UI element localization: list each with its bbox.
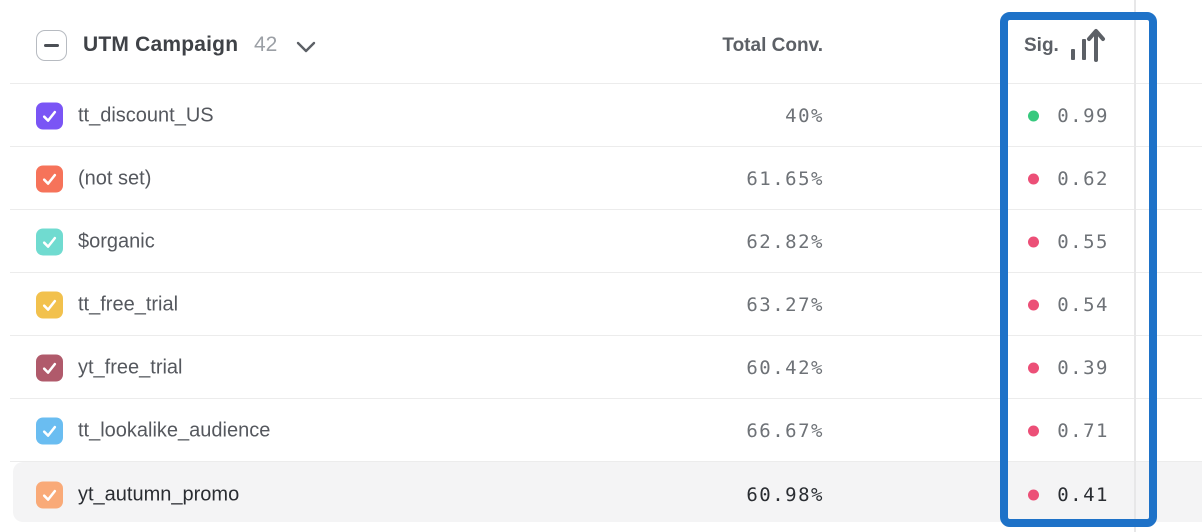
- significance-dot-icon: [1028, 173, 1039, 184]
- significance-value: 0.62: [1057, 167, 1109, 190]
- row-checkbox[interactable]: [36, 417, 63, 444]
- significance-dot-icon: [1028, 362, 1039, 373]
- total-conv-value: 66.67%: [746, 419, 824, 442]
- row-checkbox[interactable]: [36, 228, 63, 255]
- table-row[interactable]: tt_free_trial 63.27% 0.54: [0, 273, 1202, 336]
- checkmark-icon: [42, 236, 57, 248]
- campaign-label: tt_discount_US: [78, 104, 214, 126]
- significance-value: 0.71: [1057, 419, 1109, 442]
- campaign-label: yt_free_trial: [78, 356, 183, 378]
- table-row[interactable]: yt_autumn_promo 60.98% 0.41: [0, 462, 1202, 527]
- campaign-label: yt_autumn_promo: [78, 483, 240, 505]
- significance-dot-icon: [1028, 489, 1039, 500]
- row-checkbox[interactable]: [36, 291, 63, 318]
- significance-dot-icon: [1028, 299, 1039, 310]
- significance-value: 0.54: [1057, 293, 1109, 316]
- row-checkbox[interactable]: [36, 165, 63, 192]
- total-conv-value: 62.82%: [746, 230, 824, 253]
- table-body: tt_discount_US 40% 0.99 (not set) 61.65%…: [0, 84, 1202, 527]
- table-row[interactable]: tt_discount_US 40% 0.99: [0, 84, 1202, 147]
- campaign-label: (not set): [78, 167, 152, 189]
- table-row[interactable]: tt_lookalike_audience 66.67% 0.71: [0, 399, 1202, 462]
- table-row[interactable]: yt_free_trial 60.42% 0.39: [0, 336, 1202, 399]
- sig-column-divider: [1134, 0, 1136, 532]
- campaign-label: $organic: [78, 230, 155, 252]
- campaign-count: 42: [254, 33, 278, 56]
- checkmark-icon: [42, 299, 57, 311]
- row-checkbox[interactable]: [36, 102, 63, 129]
- significance-dot-icon: [1028, 425, 1039, 436]
- table-header: UTM Campaign 42 Total Conv. Sig.: [0, 0, 1202, 84]
- total-conv-value: 61.65%: [746, 167, 824, 190]
- indeterminate-minus-icon: [44, 44, 59, 47]
- table-row[interactable]: (not set) 61.65% 0.62: [0, 147, 1202, 210]
- total-conv-value: 60.98%: [746, 483, 824, 506]
- total-conv-value: 63.27%: [746, 293, 824, 316]
- total-conv-value: 40%: [785, 104, 824, 127]
- column-header-sig[interactable]: Sig.: [1024, 35, 1059, 56]
- select-all-checkbox[interactable]: [36, 30, 67, 61]
- significance-value: 0.39: [1057, 356, 1109, 379]
- checkmark-icon: [42, 173, 57, 185]
- campaign-label: tt_free_trial: [78, 293, 179, 315]
- significance-dot-icon: [1028, 110, 1039, 121]
- table-row[interactable]: $organic 62.82% 0.55: [0, 210, 1202, 273]
- sort-ascending-icon[interactable]: [1068, 27, 1106, 63]
- checkmark-icon: [42, 489, 57, 501]
- total-conv-value: 60.42%: [746, 356, 824, 379]
- checkmark-icon: [42, 425, 57, 437]
- significance-dot-icon: [1028, 236, 1039, 247]
- significance-value: 0.99: [1057, 104, 1109, 127]
- row-checkbox[interactable]: [36, 354, 63, 381]
- dimension-title: UTM Campaign: [83, 33, 239, 56]
- column-header-total-conv[interactable]: Total Conv.: [722, 35, 823, 56]
- row-checkbox[interactable]: [36, 481, 63, 508]
- campaign-label: tt_lookalike_audience: [78, 419, 271, 441]
- significance-value: 0.55: [1057, 230, 1109, 253]
- significance-value: 0.41: [1057, 483, 1109, 506]
- checkmark-icon: [42, 362, 57, 374]
- chevron-down-icon[interactable]: [295, 40, 317, 54]
- checkmark-icon: [42, 110, 57, 122]
